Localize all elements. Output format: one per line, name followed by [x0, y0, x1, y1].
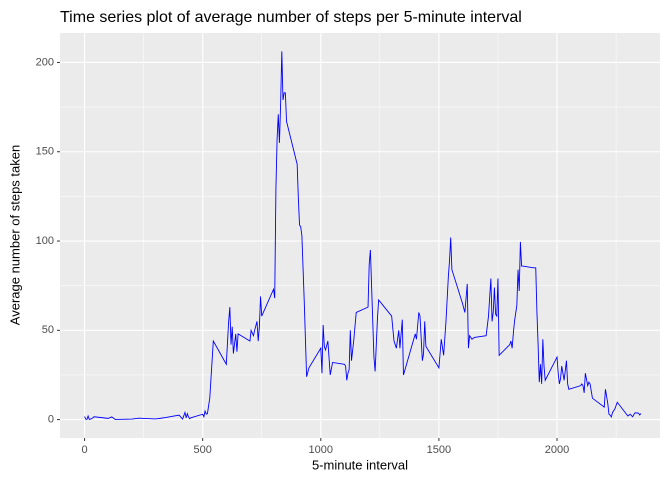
y-tick-label: 200	[36, 56, 54, 68]
data-line	[84, 51, 642, 420]
chart-title: Time series plot of average number of st…	[60, 9, 522, 26]
y-axis-label: Average number of steps taken	[7, 145, 22, 325]
y-tick-label: 0	[48, 414, 54, 426]
x-axis-label: 5-minute interval	[312, 457, 408, 472]
y-tick-label: 50	[42, 324, 54, 336]
x-tick-label: 1500	[427, 444, 451, 456]
x-tick-label: 1000	[309, 444, 333, 456]
y-tick-label: 100	[36, 235, 54, 247]
panel	[60, 33, 660, 438]
x-tick-label: 0	[82, 444, 88, 456]
x-tick-label: 500	[193, 444, 211, 456]
x-tick-label: 2000	[545, 444, 569, 456]
y-tick-label: 150	[36, 146, 54, 158]
